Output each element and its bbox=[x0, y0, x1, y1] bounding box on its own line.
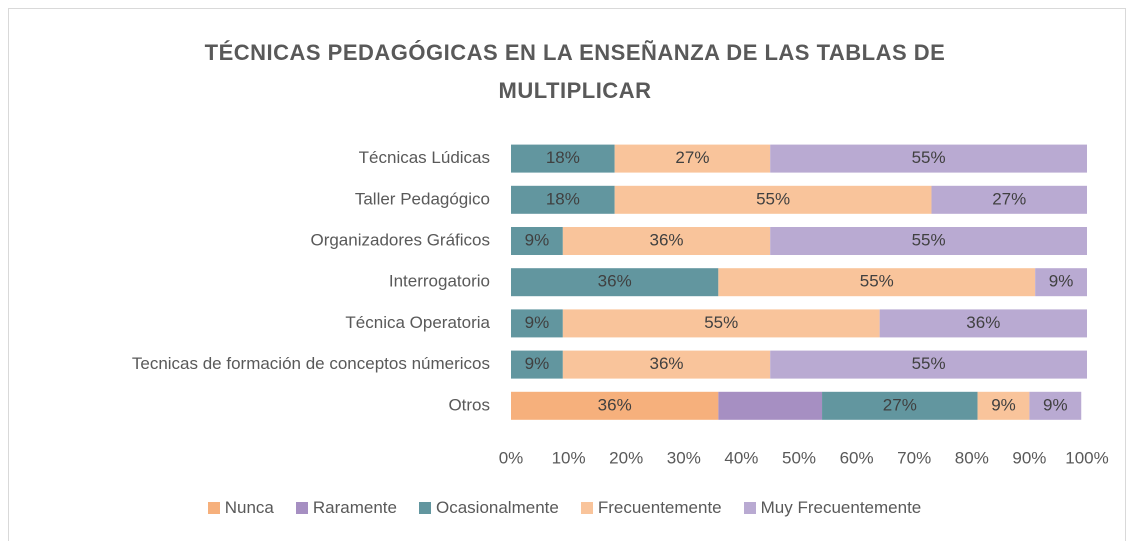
y-tick-label: Tecnicas de formación de conceptos númer… bbox=[132, 354, 490, 373]
x-tick-label: 30% bbox=[667, 448, 701, 467]
x-tick-label: 50% bbox=[782, 448, 816, 467]
legend-item: Nunca bbox=[207, 498, 274, 518]
legend-item: Raramente bbox=[295, 498, 397, 518]
x-tick-label: 10% bbox=[552, 448, 586, 467]
bar-segment bbox=[511, 144, 615, 173]
data-label: 55% bbox=[912, 354, 946, 373]
legend-swatch bbox=[418, 502, 431, 514]
bar-segment bbox=[931, 185, 1087, 214]
x-tick-label: 70% bbox=[897, 448, 931, 467]
bar-segment bbox=[511, 309, 563, 338]
data-label: 36% bbox=[598, 272, 632, 291]
bar-segment bbox=[511, 391, 719, 420]
bar-segment bbox=[562, 227, 771, 255]
data-label: 55% bbox=[860, 272, 894, 291]
legend-label: Nunca bbox=[224, 498, 274, 517]
data-label: 18% bbox=[546, 148, 580, 167]
data-label: 9% bbox=[525, 354, 550, 373]
bar-segment bbox=[1035, 268, 1087, 297]
bar-segment bbox=[511, 350, 563, 379]
x-tick-label: 80% bbox=[955, 448, 989, 467]
y-tick-label: Organizadores Gráficos bbox=[310, 230, 490, 249]
bar-segment bbox=[718, 268, 1036, 297]
bar-segment bbox=[770, 227, 1087, 255]
legend-label: Frecuentemente bbox=[597, 498, 722, 517]
y-tick-label: Taller Pedagógico bbox=[355, 189, 490, 208]
legend-item: Muy Frecuentemente bbox=[743, 498, 922, 518]
data-label: 36% bbox=[598, 395, 632, 414]
legend-swatch bbox=[743, 502, 756, 514]
data-label: 27% bbox=[675, 148, 709, 167]
data-label: 9% bbox=[1043, 395, 1068, 414]
x-tick-label: 20% bbox=[609, 448, 643, 467]
bar-segment bbox=[511, 185, 615, 214]
legend-label: Raramente bbox=[312, 498, 397, 517]
data-label: 36% bbox=[650, 354, 684, 373]
bar-segment bbox=[718, 391, 823, 420]
legend: Nunca Raramente Ocasionalmente Frecuentemen… bbox=[0, 498, 1129, 518]
chart-frame bbox=[8, 8, 1126, 541]
data-label: 9% bbox=[525, 313, 550, 332]
bar-segment bbox=[562, 350, 771, 379]
legend-swatch bbox=[207, 502, 220, 514]
bar-segment bbox=[511, 268, 719, 297]
data-label: 55% bbox=[912, 230, 946, 249]
legend-swatch bbox=[580, 502, 593, 514]
bar-segment bbox=[614, 185, 932, 214]
x-tick-label: 0% bbox=[499, 448, 524, 467]
data-label: 9% bbox=[991, 395, 1016, 414]
chart-title: TÉCNICAS PEDAGÓGICAS EN LA ENSEÑANZA DE … bbox=[204, 40, 946, 103]
data-label: 27% bbox=[992, 189, 1026, 208]
x-tick-label: 100% bbox=[1065, 448, 1108, 467]
legend-item: Frecuentemente bbox=[580, 498, 722, 518]
data-label: 9% bbox=[525, 230, 550, 249]
bar-segment bbox=[511, 227, 563, 255]
data-label: 27% bbox=[883, 395, 917, 414]
x-tick-label: 60% bbox=[840, 448, 874, 467]
y-tick-label: Técnicas Lúdicas bbox=[359, 148, 490, 167]
x-tick-label: 90% bbox=[1012, 448, 1046, 467]
bar-segment bbox=[977, 391, 1030, 420]
y-tick-label: Otros bbox=[448, 395, 490, 414]
data-label: 36% bbox=[966, 313, 1000, 332]
data-label: 55% bbox=[704, 313, 738, 332]
data-label: 55% bbox=[756, 189, 790, 208]
legend-label: Muy Frecuentemente bbox=[760, 498, 922, 517]
y-tick-label: Técnica Operatoria bbox=[345, 313, 490, 332]
bar-segment bbox=[879, 309, 1087, 338]
bar-segment bbox=[770, 144, 1087, 173]
bar-segment bbox=[822, 391, 978, 420]
y-tick-label: Interrogatorio bbox=[389, 272, 490, 291]
legend-swatch bbox=[295, 502, 308, 514]
bar-segment bbox=[770, 350, 1087, 379]
data-label: 18% bbox=[546, 189, 580, 208]
legend-item: Ocasionalmente bbox=[418, 498, 559, 518]
bar-segment bbox=[1029, 391, 1082, 420]
bar-segment bbox=[562, 309, 880, 338]
data-label: 55% bbox=[912, 148, 946, 167]
data-label: 9% bbox=[1049, 272, 1074, 291]
bar-segment bbox=[614, 144, 771, 173]
legend-label: Ocasionalmente bbox=[435, 498, 559, 517]
data-label: 36% bbox=[650, 230, 684, 249]
x-tick-label: 40% bbox=[724, 448, 758, 467]
